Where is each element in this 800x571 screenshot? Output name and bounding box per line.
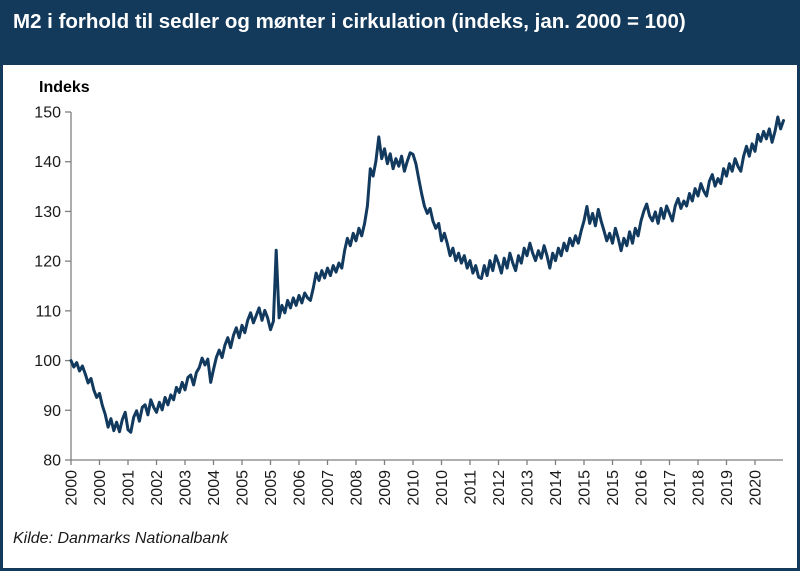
x-tick-label: 2002 bbox=[149, 470, 166, 506]
x-tick-label: 2005 bbox=[235, 470, 252, 506]
y-tick-label: 150 bbox=[34, 105, 61, 122]
x-tick-label: 2000 bbox=[92, 470, 109, 506]
x-tick-label: 2008 bbox=[349, 470, 366, 506]
x-tick-label: 2010 bbox=[406, 470, 423, 506]
x-tick-label: 2011 bbox=[463, 470, 480, 505]
x-tick-label: 2020 bbox=[748, 470, 765, 506]
x-tick-label: 2019 bbox=[719, 470, 736, 506]
y-tick-label: 100 bbox=[34, 353, 61, 370]
x-tick-label: 2015 bbox=[577, 470, 594, 506]
x-tick-label: 2012 bbox=[491, 470, 508, 506]
chart-title-bar: M2 i forhold til sedler og mønter i cirk… bbox=[3, 3, 797, 65]
y-tick-label: 130 bbox=[34, 204, 61, 221]
x-tick-label: 2016 bbox=[634, 470, 651, 506]
x-tick-label: 2010 bbox=[434, 470, 451, 506]
x-tick-label: 2015 bbox=[605, 470, 622, 506]
y-tick-label: 120 bbox=[34, 254, 61, 271]
x-tick-label: 2005 bbox=[263, 470, 280, 506]
data-series-line bbox=[69, 115, 785, 434]
y-tick-label: 90 bbox=[43, 403, 61, 420]
chart-title: M2 i forhold til sedler og mønter i cirk… bbox=[13, 10, 686, 33]
y-tick-label: 80 bbox=[43, 453, 61, 470]
y-tick-label: 110 bbox=[35, 303, 61, 320]
x-tick-label: 2004 bbox=[206, 470, 223, 506]
line-chart: 80 90 100 110 120 130 140 150 2000 2000 2001 2002 20… bbox=[34, 105, 785, 506]
x-tick-label: 2009 bbox=[377, 470, 394, 506]
x-tick-label: 2014 bbox=[548, 470, 565, 506]
x-tick-label: 2003 bbox=[178, 470, 195, 506]
x-tick-label: 2000 bbox=[64, 470, 81, 506]
x-tick-label: 2017 bbox=[662, 470, 679, 506]
x-tick-label: 2013 bbox=[520, 470, 537, 506]
source-note: Kilde: Danmarks Nationalbank bbox=[13, 530, 229, 547]
x-tick-label: 2006 bbox=[292, 470, 309, 506]
y-tick-label: 140 bbox=[34, 154, 61, 171]
y-axis-title: Indeks bbox=[39, 79, 90, 96]
x-tick-label: 2018 bbox=[691, 470, 708, 506]
x-tick-label: 2001 bbox=[121, 470, 138, 506]
x-tick-label: 2007 bbox=[320, 470, 337, 506]
